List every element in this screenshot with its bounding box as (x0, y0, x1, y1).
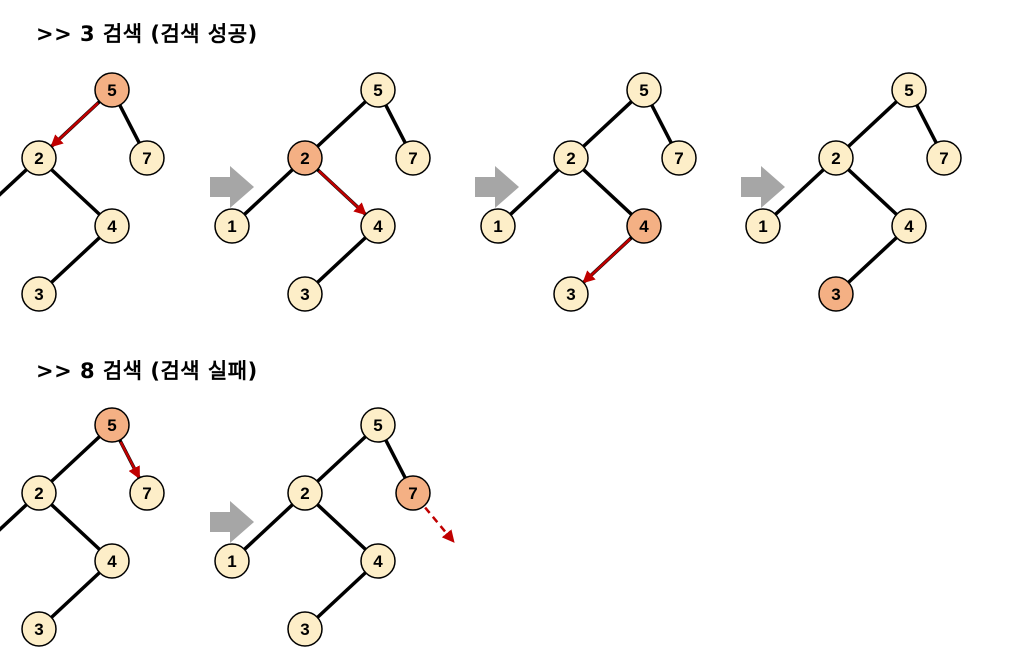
node-label: 1 (227, 552, 236, 571)
node-label: 3 (300, 285, 309, 304)
tree-node (891, 72, 927, 108)
node-label: 2 (831, 149, 840, 168)
tree-node (94, 208, 130, 244)
node-label: 2 (34, 149, 43, 168)
node-label: 2 (300, 149, 309, 168)
visited-node (626, 208, 662, 244)
node-label: 5 (904, 81, 913, 100)
node-label: 3 (34, 285, 43, 304)
tree-node (891, 208, 927, 244)
tree-node (214, 543, 250, 579)
node-label: 1 (493, 217, 502, 236)
search-path-arrow (424, 506, 455, 543)
node-label: 1 (758, 217, 767, 236)
node-label: 2 (300, 484, 309, 503)
node-label: 2 (34, 484, 43, 503)
tree-node (360, 72, 396, 108)
node-label: 4 (107, 552, 117, 571)
node-label: 4 (107, 217, 117, 236)
next-step-arrow (210, 501, 254, 543)
tree-node (129, 140, 165, 176)
next-step-arrow (475, 166, 519, 208)
tree-node (360, 208, 396, 244)
node-label: 3 (831, 285, 840, 304)
node-label: 4 (373, 217, 383, 236)
tree-node (21, 475, 57, 511)
tree-node (21, 611, 57, 647)
success-step-3: 5 2 7 1 4 3 (480, 72, 697, 312)
node-label: 5 (107, 81, 116, 100)
tree-node (287, 276, 323, 312)
node-label: 7 (939, 149, 948, 168)
tree-node (94, 543, 130, 579)
node-label: 4 (639, 217, 649, 236)
search-path-arrow (582, 238, 631, 284)
tree-node (21, 140, 57, 176)
node-label: 5 (373, 416, 382, 435)
tree-node (745, 208, 781, 244)
tree-node (129, 475, 165, 511)
tree-node (926, 140, 962, 176)
tree-node (21, 276, 57, 312)
tree-node (360, 543, 396, 579)
next-step-arrow (210, 166, 254, 208)
visited-node (94, 72, 130, 108)
node-label: 4 (904, 217, 914, 236)
node-label: 3 (34, 620, 43, 639)
section-title-search-fail: >> 8 검색 (검색 실패) (36, 359, 258, 383)
node-label: 1 (227, 217, 236, 236)
visited-node (94, 407, 130, 443)
node-label: 3 (566, 285, 575, 304)
node-label: 2 (566, 149, 575, 168)
node-label: 7 (142, 149, 151, 168)
visited-node (287, 140, 323, 176)
node-label: 4 (373, 552, 383, 571)
node-label: 7 (674, 149, 683, 168)
success-step-2: 5 2 7 1 4 3 (214, 72, 431, 312)
node-label: 7 (408, 149, 417, 168)
tree-node (553, 276, 589, 312)
visited-node (395, 475, 431, 511)
tree-node (360, 407, 396, 443)
tree-node (818, 140, 854, 176)
node-label: 5 (639, 81, 648, 100)
tree-node (553, 140, 589, 176)
fail-step-2: 5 2 7 1 4 3 (214, 407, 455, 647)
node-label: 3 (300, 620, 309, 639)
tree-node (480, 208, 516, 244)
search-path-arrow (119, 441, 140, 480)
tree-node (287, 611, 323, 647)
node-label: 7 (142, 484, 151, 503)
section-title-search-success: >> 3 검색 (검색 성공) (36, 22, 258, 46)
search-path-arrow (318, 170, 367, 216)
tree-node (626, 72, 662, 108)
node-label: 7 (408, 484, 417, 503)
visited-node (818, 276, 854, 312)
node-label: 5 (107, 416, 116, 435)
tree-node (661, 140, 697, 176)
search-path-arrow (50, 102, 99, 148)
next-step-arrow (741, 166, 785, 208)
tree-node (287, 475, 323, 511)
tree-node (395, 140, 431, 176)
success-step-4: 5 2 7 1 4 3 (745, 72, 962, 312)
node-label: 5 (373, 81, 382, 100)
tree-node (214, 208, 250, 244)
